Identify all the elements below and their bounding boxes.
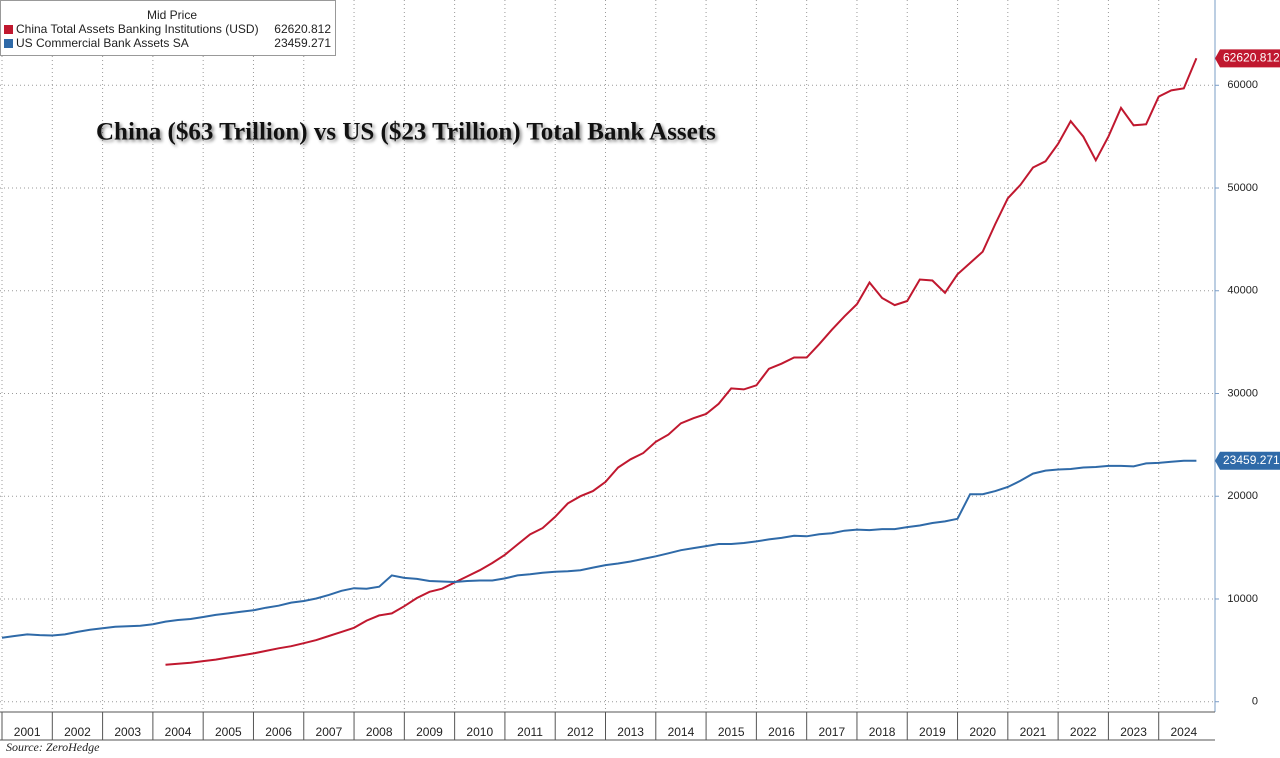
x-tick-label: 2013 bbox=[617, 725, 644, 739]
chart-title: China ($63 Trillion) vs US ($23 Trillion… bbox=[96, 119, 716, 146]
y-tick-label: 60000 bbox=[1227, 79, 1258, 91]
x-tick-label: 2018 bbox=[869, 725, 896, 739]
plot bbox=[1, 57, 1198, 666]
y-tick-label: 40000 bbox=[1227, 285, 1258, 297]
x-tick-label: 2010 bbox=[466, 725, 493, 739]
legend-items: China Total Assets Banking Institutions … bbox=[4, 22, 331, 50]
x-tick-label: 2017 bbox=[818, 725, 845, 739]
y-tick-label: 50000 bbox=[1227, 182, 1258, 194]
x-tick-label: 2014 bbox=[668, 725, 695, 739]
y-tick-label: 10000 bbox=[1227, 593, 1258, 605]
x-tick-label: 2004 bbox=[165, 725, 192, 739]
legend-value: 62620.812 bbox=[274, 22, 331, 36]
x-tick-label: 2021 bbox=[1020, 725, 1047, 739]
x-tick-label: 2008 bbox=[366, 725, 393, 739]
x-tick-label: 2016 bbox=[768, 725, 795, 739]
grid bbox=[0, 0, 1215, 712]
x-tick-label: 2012 bbox=[567, 725, 594, 739]
legend-box bbox=[0, 0, 336, 56]
x-tick-label: 2024 bbox=[1170, 725, 1197, 739]
x-tick-label: 2003 bbox=[114, 725, 141, 739]
series-line bbox=[1, 459, 1197, 639]
legend-label: US Commercial Bank Assets SA bbox=[16, 36, 189, 50]
y-tick-label: 0 bbox=[1252, 696, 1258, 708]
x-tick-label: 2006 bbox=[265, 725, 292, 739]
legend-title: Mid Price bbox=[147, 8, 197, 22]
x-tick-label: 2005 bbox=[215, 725, 242, 739]
x-tick-label: 2011 bbox=[517, 725, 543, 739]
x-tick-label: 2007 bbox=[316, 725, 343, 739]
x-tick-label: 2022 bbox=[1070, 725, 1097, 739]
value-tag-label: 23459.271 bbox=[1223, 453, 1280, 467]
value-tag bbox=[1215, 49, 1280, 68]
legend-swatch bbox=[4, 39, 13, 48]
y-tick-label: 30000 bbox=[1227, 387, 1258, 399]
x-tick-label: 2020 bbox=[969, 725, 996, 739]
series-line bbox=[165, 57, 1198, 666]
x-tick-label: 2019 bbox=[919, 725, 946, 739]
x-tick-label: 2001 bbox=[14, 725, 41, 739]
x-tick-label: 2009 bbox=[416, 725, 443, 739]
x-tick-label: 2023 bbox=[1120, 725, 1147, 739]
x-tick-label: 2015 bbox=[718, 725, 745, 739]
legend-swatch bbox=[4, 25, 13, 34]
legend: Mid Price China Total Assets Banking Ins… bbox=[0, 0, 336, 56]
y-tick-label: 20000 bbox=[1227, 490, 1258, 502]
value-tag-label: 62620.812 bbox=[1223, 51, 1280, 65]
legend-label: China Total Assets Banking Institutions … bbox=[16, 22, 259, 36]
value-tag bbox=[1215, 451, 1280, 470]
source-note: Source: ZeroHedge bbox=[6, 740, 100, 754]
legend-value: 23459.271 bbox=[274, 36, 331, 50]
x-tick-label: 2002 bbox=[64, 725, 91, 739]
